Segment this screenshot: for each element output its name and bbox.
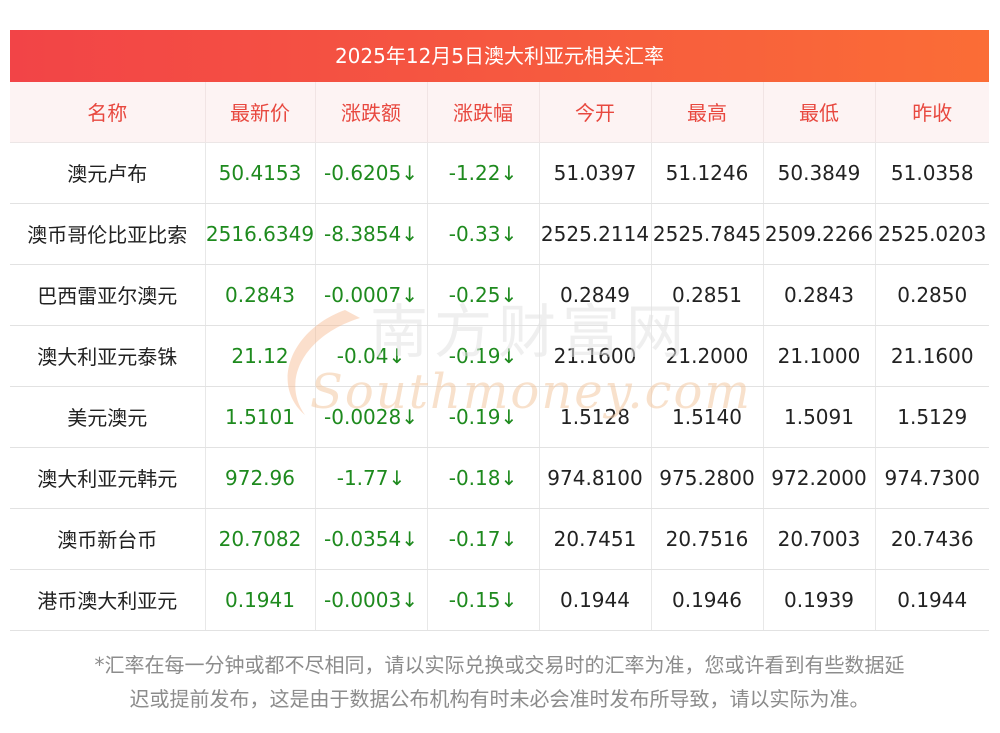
table-row: 澳币新台币 20.7082 -0.0354↓ -0.17↓ 20.7451 20…	[10, 508, 989, 570]
table-row: 港币澳大利亚元 0.1941 -0.0003↓ -0.15↓ 0.1944 0.…	[10, 569, 989, 631]
header-name: 名称	[10, 82, 206, 143]
cell-name: 巴西雷亚尔澳元	[10, 264, 206, 326]
cell-latest-price: 21.12	[205, 325, 316, 387]
cell-prev-close: 51.0358	[875, 142, 989, 204]
header-high: 最高	[651, 82, 764, 143]
table-row: 巴西雷亚尔澳元 0.2843 -0.0007↓ -0.25↓ 0.2849 0.…	[10, 264, 989, 326]
cell-name: 美元澳元	[10, 386, 206, 448]
table-header-row: 名称 最新价 涨跌额 涨跌幅 今开 最高 最低 昨收	[10, 82, 989, 143]
cell-change-percent: -0.19↓	[427, 386, 540, 448]
cell-change-percent: -0.15↓	[427, 569, 540, 631]
table-row: 美元澳元 1.5101 -0.0028↓ -0.19↓ 1.5128 1.514…	[10, 386, 989, 448]
cell-prev-close: 0.2850	[875, 264, 989, 326]
cell-change-amount: -0.0003↓	[315, 569, 428, 631]
cell-high: 2525.7845	[651, 203, 764, 265]
table-row: 澳币哥伦比亚比索 2516.6349 -8.3854↓ -0.33↓ 2525.…	[10, 203, 989, 265]
cell-change-percent: -0.18↓	[427, 447, 540, 509]
cell-low: 2509.2266	[763, 203, 876, 265]
header-change-percent: 涨跌幅	[427, 82, 540, 143]
cell-high: 21.2000	[651, 325, 764, 387]
cell-open: 21.1600	[539, 325, 652, 387]
rates-table-card: 2025年12月5日澳大利亚元相关汇率 名称 最新价 涨跌额 涨跌幅 今开 最高…	[10, 30, 989, 631]
cell-change-amount: -0.0007↓	[315, 264, 428, 326]
table-row: 澳大利亚元泰铢 21.12 -0.04↓ -0.19↓ 21.1600 21.2…	[10, 325, 989, 387]
cell-change-percent: -0.19↓	[427, 325, 540, 387]
cell-open: 51.0397	[539, 142, 652, 204]
cell-change-amount: -0.6205↓	[315, 142, 428, 204]
cell-low: 0.2843	[763, 264, 876, 326]
header-prev-close: 昨收	[875, 82, 989, 143]
cell-high: 20.7516	[651, 508, 764, 570]
cell-low: 0.1939	[763, 569, 876, 631]
cell-name: 澳币新台币	[10, 508, 206, 570]
cell-open: 20.7451	[539, 508, 652, 570]
cell-change-amount: -8.3854↓	[315, 203, 428, 265]
cell-prev-close: 20.7436	[875, 508, 989, 570]
cell-low: 972.2000	[763, 447, 876, 509]
header-latest-price: 最新价	[205, 82, 316, 143]
cell-change-percent: -1.22↓	[427, 142, 540, 204]
cell-latest-price: 20.7082	[205, 508, 316, 570]
cell-low: 20.7003	[763, 508, 876, 570]
cell-change-amount: -0.0028↓	[315, 386, 428, 448]
cell-latest-price: 50.4153	[205, 142, 316, 204]
cell-name: 澳元卢布	[10, 142, 206, 204]
cell-change-amount: -1.77↓	[315, 447, 428, 509]
cell-name: 港币澳大利亚元	[10, 569, 206, 631]
cell-prev-close: 2525.0203	[875, 203, 989, 265]
cell-high: 51.1246	[651, 142, 764, 204]
cell-prev-close: 1.5129	[875, 386, 989, 448]
footnote: *汇率在每一分钟或都不尽相同，请以实际兑换或交易时的汇率为准，您或许看到有些数据…	[10, 648, 989, 716]
cell-change-percent: -0.17↓	[427, 508, 540, 570]
rates-table: 名称 最新价 涨跌额 涨跌幅 今开 最高 最低 昨收 澳元卢布 50.4153 …	[10, 82, 989, 631]
cell-open: 974.8100	[539, 447, 652, 509]
cell-prev-close: 21.1600	[875, 325, 989, 387]
cell-name: 澳大利亚元韩元	[10, 447, 206, 509]
cell-latest-price: 0.1941	[205, 569, 316, 631]
cell-latest-price: 1.5101	[205, 386, 316, 448]
header-low: 最低	[763, 82, 876, 143]
footnote-line-1: *汇率在每一分钟或都不尽相同，请以实际兑换或交易时的汇率为准，您或许看到有些数据…	[94, 653, 905, 677]
cell-prev-close: 974.7300	[875, 447, 989, 509]
cell-name: 澳币哥伦比亚比索	[10, 203, 206, 265]
table-row: 澳元卢布 50.4153 -0.6205↓ -1.22↓ 51.0397 51.…	[10, 142, 989, 204]
cell-name: 澳大利亚元泰铢	[10, 325, 206, 387]
cell-change-percent: -0.33↓	[427, 203, 540, 265]
header-change-amount: 涨跌额	[315, 82, 428, 143]
cell-latest-price: 972.96	[205, 447, 316, 509]
header-open: 今开	[539, 82, 652, 143]
cell-low: 21.1000	[763, 325, 876, 387]
footnote-line-2: 迟或提前发布，这是由于数据公布机构有时未必会准时发布所导致，请以实际为准。	[129, 687, 870, 711]
cell-high: 1.5140	[651, 386, 764, 448]
cell-open: 0.2849	[539, 264, 652, 326]
cell-low: 1.5091	[763, 386, 876, 448]
table-row: 澳大利亚元韩元 972.96 -1.77↓ -0.18↓ 974.8100 97…	[10, 447, 989, 509]
cell-change-amount: -0.04↓	[315, 325, 428, 387]
cell-latest-price: 2516.6349	[205, 203, 316, 265]
cell-latest-price: 0.2843	[205, 264, 316, 326]
cell-change-amount: -0.0354↓	[315, 508, 428, 570]
cell-prev-close: 0.1944	[875, 569, 989, 631]
cell-open: 2525.2114	[539, 203, 652, 265]
cell-high: 0.2851	[651, 264, 764, 326]
cell-open: 0.1944	[539, 569, 652, 631]
cell-change-percent: -0.25↓	[427, 264, 540, 326]
cell-high: 975.2800	[651, 447, 764, 509]
page-title: 2025年12月5日澳大利亚元相关汇率	[10, 30, 989, 82]
cell-high: 0.1946	[651, 569, 764, 631]
cell-open: 1.5128	[539, 386, 652, 448]
cell-low: 50.3849	[763, 142, 876, 204]
